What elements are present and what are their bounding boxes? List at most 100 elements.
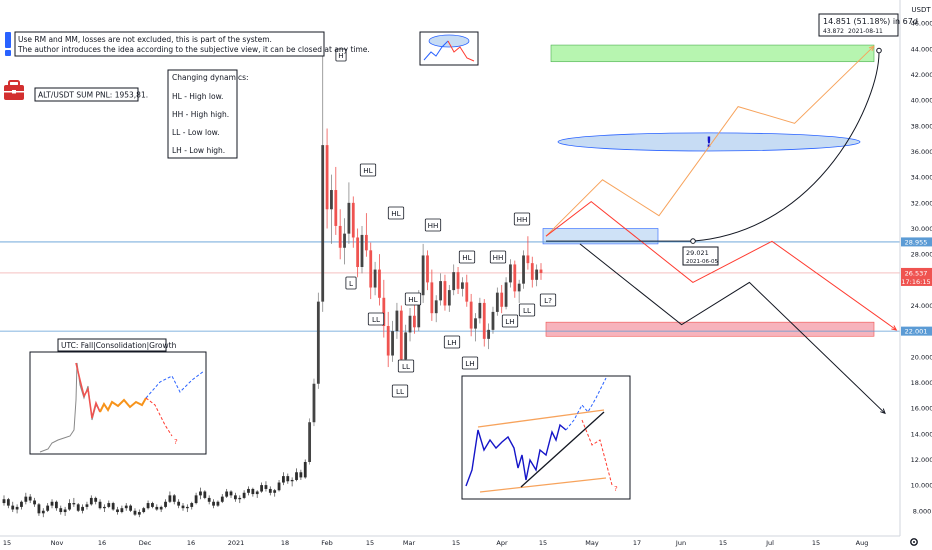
pattern-label: L [345, 276, 357, 290]
time-tick-label: 15 [3, 539, 11, 547]
candle-body [434, 300, 438, 314]
candle-body [68, 503, 71, 510]
time-tick-label: 15 [719, 539, 727, 547]
currency-label: USDT [911, 6, 931, 14]
candle-body [151, 503, 154, 507]
candle-body [347, 202, 351, 234]
candle-body [225, 491, 229, 497]
time-tick-label: 16 [187, 539, 195, 547]
pattern-label-text: LH [505, 317, 514, 326]
time-axis: 15 Nov 16 Dec 16 2021 18 Feb 15 Mar 15 Apr 15 May 17 Ju… [0, 535, 900, 547]
candle-body [308, 422, 312, 463]
time-tick-label: 16 [98, 539, 106, 547]
candle-body [343, 233, 346, 248]
candle-body [168, 495, 172, 502]
lower-price-label-bg [901, 326, 932, 336]
candle-body [255, 491, 259, 495]
candle-body [50, 501, 54, 506]
pattern-label-text: H [338, 51, 343, 60]
candle-body [54, 501, 58, 509]
pattern-label-box [424, 218, 442, 232]
candle-body [2, 499, 6, 504]
upper-price-label-bg [901, 237, 932, 247]
candle-body [452, 272, 456, 291]
utc-inset: UTC: Fall|Consolidation|Growth ? [29, 338, 207, 455]
candle-body [373, 269, 377, 288]
pattern-label-text: HH [428, 221, 439, 230]
bullish-projection-arrow [868, 45, 875, 52]
candle-body [491, 311, 495, 330]
deep-bearish-projection [579, 243, 886, 414]
support-zone [545, 321, 875, 337]
bullish-projection [545, 45, 875, 237]
utc-inset-title: UTC: Fall|Consolidation|Growth [61, 341, 177, 350]
candle-body [15, 506, 19, 510]
note-line-2: The author introduces the idea according… [17, 45, 370, 54]
candle-body [216, 501, 220, 506]
pattern-label-text: L? [544, 296, 552, 305]
bearish-projection [545, 200, 897, 331]
time-tick-label: May [585, 539, 599, 547]
pnl-box: ALT/USDT SUM PNL: 1953,81. [34, 87, 148, 102]
highlight-ellipse [557, 132, 861, 152]
pattern-label-box [513, 212, 531, 226]
candle-body [251, 488, 255, 495]
candle-body [439, 281, 442, 301]
utc-inset-question: ? [174, 438, 178, 446]
candle-body [111, 503, 115, 510]
candle-body [20, 501, 23, 507]
candle-body [203, 491, 207, 498]
time-tick-label: 15 [539, 539, 547, 547]
channel-inset-question: ? [614, 485, 618, 493]
time-tick-label: 17 [633, 539, 641, 547]
candle-body [212, 501, 215, 506]
time-tick-label: Mar [403, 539, 416, 547]
time-tick-label: 2021 [228, 539, 245, 547]
candle-body [89, 497, 93, 505]
info-icon [5, 32, 11, 56]
pattern-label-text: LH [447, 338, 456, 347]
candle-body [500, 292, 504, 307]
chart-settings-icon[interactable] [910, 538, 918, 546]
pattern-label-box [458, 250, 476, 264]
candle-body [85, 504, 89, 507]
candle-body [286, 476, 290, 482]
pattern-label: HL [458, 250, 476, 264]
target-zone [550, 44, 875, 63]
candle-body [504, 282, 508, 307]
candle-body [378, 269, 381, 298]
candle-body [517, 283, 521, 292]
measure-start-point [690, 238, 696, 244]
pattern-label: LH [461, 356, 479, 370]
candle-body [146, 503, 150, 509]
candle-body [330, 190, 333, 210]
candle-body [190, 503, 194, 507]
pattern-label-text: LL [396, 387, 404, 396]
briefcase-icon [4, 80, 24, 100]
candle-body [124, 505, 128, 509]
current-price-label: 26.537 [905, 269, 928, 277]
candle-body [142, 508, 146, 513]
pattern-label: LL [397, 359, 415, 373]
candle-body [207, 497, 211, 502]
candle-body [120, 508, 124, 513]
time-tick-label: 15 [452, 539, 460, 547]
pattern-label: HL [359, 163, 377, 177]
pattern-label-text: HL [363, 166, 372, 175]
candle-body [199, 491, 202, 496]
pattern-label-text: LL [523, 306, 531, 315]
candle-body [233, 495, 237, 500]
pattern-label-box [489, 250, 507, 264]
pattern-label-box [397, 359, 415, 373]
price-tick-label: 20.000 [911, 353, 932, 361]
pattern-label: HL [387, 206, 405, 220]
candle-body [325, 145, 329, 210]
candle-body [185, 506, 189, 509]
candle-body [242, 492, 246, 498]
candle-body [364, 234, 368, 251]
pattern-label-text: HL [408, 295, 417, 304]
candle-body [220, 496, 224, 502]
price-tick-label: 16.000 [911, 405, 932, 413]
price-tick-label: 36.000 [911, 148, 932, 156]
